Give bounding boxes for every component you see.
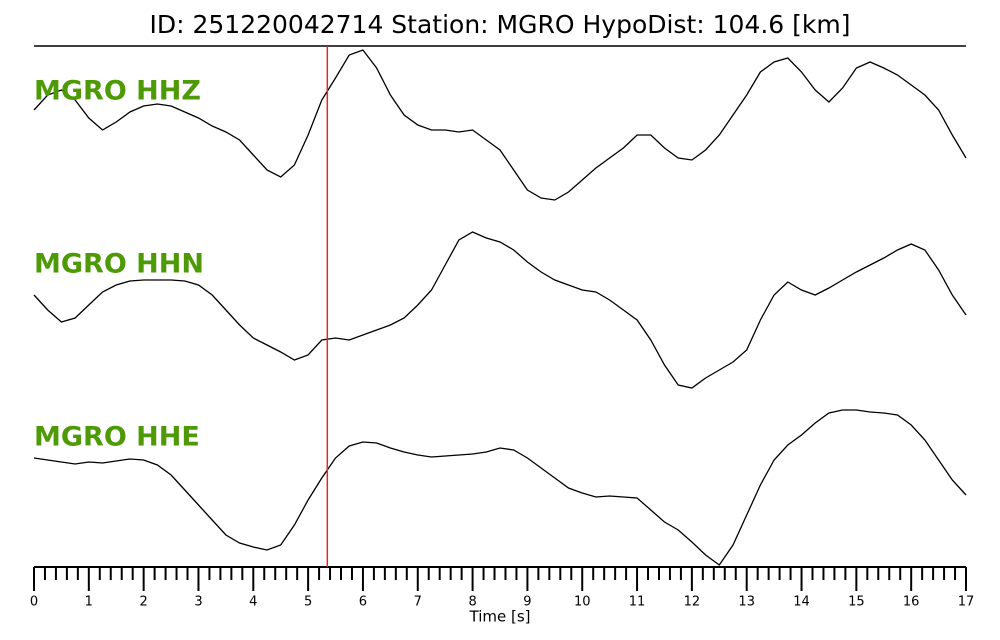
x-tick-label: 0	[30, 595, 38, 610]
chart-title: ID: 251220042714 Station: MGRO HypoDist:…	[149, 10, 850, 39]
x-tick-label: 3	[194, 595, 202, 610]
x-tick-label: 16	[903, 595, 920, 610]
x-axis-label: Time [s]	[469, 608, 531, 626]
trace-label: MGRO HHE	[34, 422, 200, 453]
x-tick-label: 13	[738, 595, 755, 610]
x-tick-label: 4	[249, 595, 257, 610]
trace	[33, 231, 967, 389]
x-tick-label: 12	[684, 595, 701, 610]
x-tick-label: 14	[793, 595, 810, 610]
trace-label: MGRO HHZ	[34, 76, 201, 107]
x-tick-label: 11	[629, 595, 646, 610]
trace	[33, 49, 967, 201]
x-tick-label: 9	[523, 595, 531, 610]
x-tick-label: 8	[468, 595, 476, 610]
x-tick-label: 6	[359, 595, 367, 610]
x-tick-label: 5	[304, 595, 312, 610]
x-tick-label: 2	[140, 595, 148, 610]
x-tick-label: 10	[574, 595, 591, 610]
trace-label: MGRO HHN	[34, 249, 204, 280]
x-tick-label: 17	[958, 595, 975, 610]
x-tick-label: 15	[848, 595, 865, 610]
x-tick-label: 7	[414, 595, 422, 610]
x-tick-label: 1	[85, 595, 93, 610]
trace	[33, 409, 967, 566]
